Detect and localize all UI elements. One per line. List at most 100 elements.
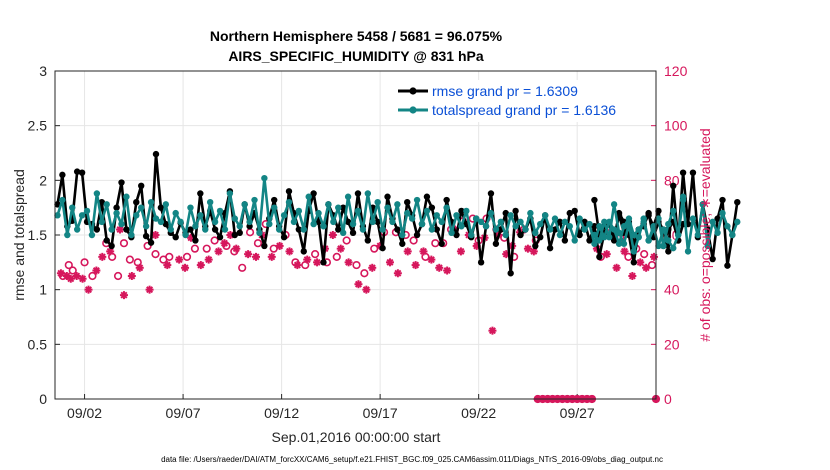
y-tick-label-right: 20: [664, 336, 680, 352]
rmse-point: [453, 231, 460, 239]
obs-evaluated-marker: [636, 258, 645, 267]
totalspread-point: [167, 226, 174, 233]
obs-evaluated-marker: [456, 247, 465, 256]
rmse-point: [172, 233, 179, 241]
totalspread-point: [576, 215, 583, 222]
totalspread-point: [88, 231, 96, 239]
obs-evaluated-marker: [251, 252, 260, 261]
totalspread-point: [635, 233, 642, 241]
totalspread-point: [418, 220, 426, 228]
obs-evaluated-marker: [419, 247, 428, 256]
totalspread-point: [118, 220, 125, 228]
rmse-point: [93, 226, 101, 233]
obs-evaluated-marker: [336, 244, 345, 253]
totalspread-point: [98, 218, 105, 226]
totalspread-point: [423, 207, 431, 215]
rmse-point: [349, 229, 357, 237]
totalspread-point: [261, 174, 268, 182]
totalspread-point: [615, 240, 623, 247]
chart-subtitle: AIRS_SPECIFIC_HUMIDITY @ 831 hPa: [228, 48, 484, 64]
totalspread-point: [73, 226, 81, 233]
totalspread-point: [566, 223, 573, 230]
x-tick-label: 09/27: [560, 405, 595, 421]
rmse-point: [404, 199, 411, 206]
totalspread-point: [571, 237, 578, 244]
obs-possible-marker: [238, 263, 247, 272]
obs-evaluated-marker: [244, 250, 253, 259]
rmse-point: [133, 199, 140, 206]
totalspread-point: [147, 199, 155, 206]
x-tick-label: 09/02: [67, 405, 102, 421]
x-axis-label: Sep.01,2016 00:00:00 start: [272, 429, 441, 445]
rmse-point: [615, 209, 623, 217]
rmse-point: [123, 226, 130, 233]
rmse-point: [413, 231, 421, 239]
totalspread-point: [275, 226, 283, 233]
totalspread-point: [389, 218, 396, 226]
totalspread-point: [330, 218, 337, 226]
obs-possible-marker: [360, 269, 369, 278]
obs-evaluated-marker: [354, 280, 363, 289]
totalspread-point: [69, 204, 76, 211]
rmse-point: [443, 196, 450, 204]
y-tick-label-left: 0.5: [28, 336, 48, 352]
totalspread-point: [670, 207, 677, 215]
obs-evaluated-marker: [204, 255, 213, 264]
legend-rmse-marker: [409, 87, 417, 95]
rmse-point: [438, 240, 445, 247]
rmse-point: [295, 226, 303, 233]
totalspread-point: [443, 204, 450, 211]
totalspread-point: [630, 248, 638, 255]
rmse-point: [532, 242, 539, 250]
obs-possible-marker: [332, 252, 341, 261]
totalspread-point: [246, 218, 253, 226]
rmse-point: [261, 242, 268, 250]
obs-evaluated-marker: [78, 274, 87, 283]
totalspread-point: [581, 226, 588, 233]
obs-possible-marker: [210, 236, 219, 245]
totalspread-point: [694, 231, 702, 239]
totalspread-point: [221, 226, 229, 233]
rmse-point: [192, 237, 199, 244]
totalspread-point: [310, 220, 317, 228]
obs-evaluated-marker: [620, 247, 629, 256]
totalspread-point: [364, 190, 372, 197]
totalspread-point: [305, 193, 312, 200]
totalspread-point: [113, 209, 120, 217]
totalspread-point: [133, 212, 140, 219]
totalspread-point: [477, 218, 485, 226]
totalspread-point: [78, 212, 86, 219]
obs-possible-marker: [253, 239, 263, 248]
totalspread-point: [64, 231, 71, 239]
footnote: data file: /Users/raeder/DAI/ATM_forcXX/…: [161, 455, 663, 464]
legend-spread-label: totalspread grand pr = 1.6136: [432, 102, 616, 118]
totalspread-point: [625, 215, 633, 222]
totalspread-point: [138, 204, 145, 211]
obs-possible-marker: [68, 266, 77, 275]
rmse-point: [423, 193, 431, 200]
obs-evaluated-marker: [612, 263, 621, 272]
obs-evaluated-marker: [135, 263, 144, 272]
totalspread-point: [640, 215, 647, 222]
totalspread-point: [472, 215, 480, 222]
y-tick-label-left: 3: [39, 63, 47, 79]
rmse-point: [162, 220, 170, 228]
obs-evaluated-marker: [303, 255, 312, 264]
totalspread-point: [448, 229, 455, 237]
totalspread-point: [719, 209, 726, 217]
totalspread-point: [482, 223, 490, 230]
totalspread-point: [187, 204, 194, 211]
rmse-point: [138, 182, 145, 189]
totalspread-point: [625, 220, 633, 228]
totalspread-point: [108, 226, 115, 233]
totalspread-point: [522, 226, 529, 233]
obs-evaluated-marker: [275, 241, 284, 250]
obs-possible-marker: [202, 244, 211, 253]
y-tick-label-left: 1: [39, 282, 47, 298]
totalspread-point: [177, 218, 184, 226]
rmse-point: [576, 231, 583, 239]
rmse-point: [271, 196, 278, 204]
obs-possible-marker: [125, 255, 134, 264]
y-tick-label-right: 100: [664, 118, 688, 134]
rmse-point: [335, 226, 342, 233]
